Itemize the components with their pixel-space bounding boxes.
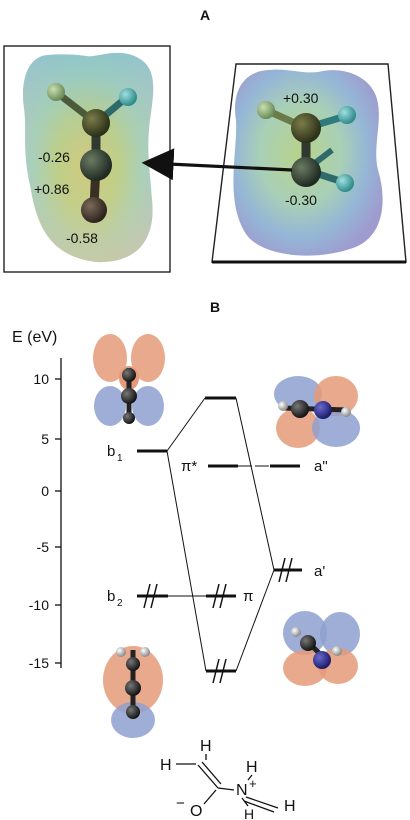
b1-orbital-image (93, 334, 165, 426)
b1-subscript: 1 (117, 453, 123, 464)
atom-h: H (284, 798, 296, 815)
y-axis-label: E (eV) (12, 329, 57, 346)
lower-level (206, 658, 236, 684)
tick-label: 10 (33, 371, 49, 387)
panel-b-label: B (210, 299, 220, 315)
a-prime-level (274, 557, 302, 583)
tick-label: -10 (29, 597, 49, 613)
charge-plus: + (249, 776, 257, 791)
a-double-prime-orbital-image (274, 376, 360, 448)
tick-label: -15 (29, 655, 49, 671)
right-esp-panel: +0.30 -0.30 (211, 63, 407, 264)
carbon-atom (82, 109, 110, 137)
structure-bonds (176, 754, 279, 813)
tick-label: 0 (41, 483, 49, 499)
pi-star-label: π* (181, 458, 197, 475)
atom-h: H (244, 806, 254, 820)
resonance-structure: H H H N + O − H H (160, 738, 296, 820)
y-axis-ticks (55, 378, 61, 664)
oxygen-atom (81, 197, 107, 223)
charge-label: -0.58 (66, 230, 98, 246)
charge-label: +0.86 (34, 181, 70, 197)
left-esp-panel: -0.26 +0.86 -0.58 (3, 45, 171, 273)
atom-n: N (236, 782, 248, 799)
charge-label: -0.26 (38, 149, 70, 165)
hydrogen-atom (47, 83, 65, 101)
pi-level (206, 583, 236, 609)
atom-h: H (200, 738, 212, 755)
b2-orbital-image (103, 646, 163, 738)
charge-label: -0.30 (285, 192, 317, 208)
connecting-arrow (141, 148, 293, 181)
b1-label: b (107, 443, 115, 460)
b2-level (137, 583, 168, 609)
b2-label: b (107, 588, 115, 605)
correlation-lines (166, 397, 275, 672)
hydrogen-atom (257, 101, 275, 119)
panel-a-label: A (200, 7, 210, 23)
charge-minus: − (176, 795, 185, 812)
nitrogen-atom (291, 157, 321, 187)
atom-o: O (190, 803, 202, 820)
carbon-atom (80, 149, 112, 181)
charge-label: +0.30 (283, 90, 319, 106)
atom-h: H (160, 757, 172, 774)
hydrogen-atom (336, 174, 354, 192)
b2-subscript: 2 (117, 598, 123, 609)
hydrogen-atom (338, 106, 356, 124)
pi-label: π (243, 588, 253, 605)
a-double-prime-label: a" (314, 458, 328, 475)
a-prime-orbital-image (283, 611, 360, 686)
a-prime-label: a' (314, 563, 325, 580)
tick-label: 5 (41, 431, 49, 447)
hydrogen-atom (119, 88, 137, 106)
atom-h: H (246, 759, 258, 776)
carbon-atom (291, 113, 321, 143)
tick-label: -5 (37, 539, 50, 555)
